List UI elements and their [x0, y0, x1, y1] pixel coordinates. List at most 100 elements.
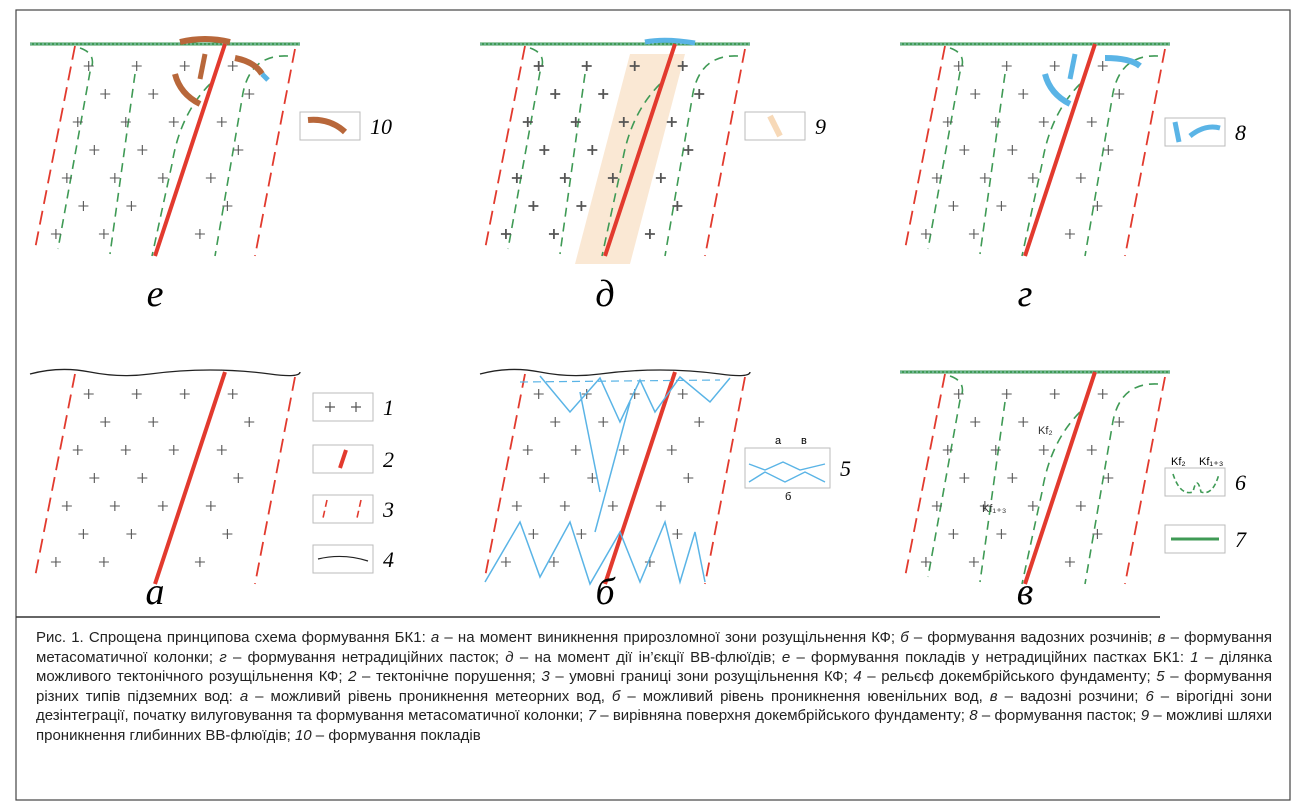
trap: [1070, 54, 1075, 79]
cross: [62, 501, 72, 511]
cross: [169, 117, 179, 127]
caption-text: в: [990, 688, 998, 705]
metasomatic-zone: [508, 48, 542, 249]
cross: [1018, 89, 1028, 99]
panel-label: г: [1018, 273, 1033, 315]
cross: [121, 445, 131, 455]
cross: [1114, 417, 1124, 427]
deposit: [200, 54, 205, 79]
panel-label: д: [595, 273, 614, 315]
cross: [1076, 173, 1086, 183]
caption-text: 5: [1156, 668, 1164, 685]
cross: [970, 89, 980, 99]
caption-text: 4: [853, 668, 861, 685]
cross: [667, 445, 677, 455]
water: [520, 380, 720, 382]
deposit: [235, 58, 262, 74]
panel: д: [480, 40, 750, 315]
cross: [656, 501, 666, 511]
cross: [571, 445, 581, 455]
cross: [132, 61, 142, 71]
cross: [645, 229, 655, 239]
cross: [121, 117, 131, 127]
zone-label: Kf₂: [1038, 425, 1053, 437]
cross: [550, 417, 560, 427]
legend-box: [313, 393, 373, 421]
cross: [991, 117, 1001, 127]
boundary: [1125, 377, 1165, 584]
cross: [244, 417, 254, 427]
boundary: [705, 377, 745, 584]
cross: [959, 145, 969, 155]
cross: [195, 229, 205, 239]
cross: [217, 117, 227, 127]
metasomatic-zone: [1085, 56, 1158, 256]
cross: [222, 201, 232, 211]
cross: [158, 173, 168, 183]
cross: [51, 557, 61, 567]
cross: [180, 389, 190, 399]
legend-sublabel: в: [801, 435, 807, 447]
cross: [233, 145, 243, 155]
cross: [694, 417, 704, 427]
metasomatic-zone: [928, 48, 962, 249]
cross: [608, 501, 618, 511]
cross: [980, 173, 990, 183]
fault: [155, 372, 225, 584]
cross: [582, 61, 592, 71]
caption-text: 8: [969, 707, 977, 724]
cross: [99, 229, 109, 239]
cross: [89, 145, 99, 155]
legend-sublabel: а: [775, 435, 782, 447]
legend-number: 5: [840, 456, 851, 481]
caption-text: – формування покладів: [312, 727, 481, 744]
legend-box: [1165, 468, 1225, 496]
cross: [598, 417, 608, 427]
caption-text: – рельєф докембрійського фундаменту;: [862, 668, 1157, 685]
cross: [550, 89, 560, 99]
legend-number: 2: [383, 447, 394, 472]
cross: [501, 557, 511, 567]
panel: б: [480, 369, 750, 613]
water: [580, 392, 630, 532]
cross: [1098, 61, 1108, 71]
cross: [244, 89, 254, 99]
cross: [222, 529, 232, 539]
caption-text: – умовні границі зони розущільнення КФ;: [550, 668, 854, 685]
legend-box: [313, 495, 373, 523]
caption-text: д: [505, 649, 513, 666]
panel: а: [30, 369, 300, 613]
panel: г: [900, 44, 1170, 315]
cross: [549, 229, 559, 239]
deposit: [180, 39, 230, 42]
cross: [195, 557, 205, 567]
panel-label: а: [146, 571, 165, 613]
caption-text: – тектонічне порушення;: [356, 668, 541, 685]
cross: [528, 201, 538, 211]
cross: [1002, 61, 1012, 71]
cross: [110, 173, 120, 183]
cross: [1018, 417, 1028, 427]
cross: [1087, 117, 1097, 127]
cross: [528, 529, 538, 539]
cross: [576, 529, 586, 539]
cross: [73, 445, 83, 455]
caption-text: Рис. 1. Спрощена принципова схема формув…: [36, 629, 431, 646]
legend-number: 6: [1235, 470, 1246, 495]
cross: [1007, 473, 1017, 483]
panel-label: в: [1017, 571, 1034, 613]
cross: [948, 529, 958, 539]
caption-text: а: [240, 688, 248, 705]
cross: [523, 445, 533, 455]
boundary: [705, 49, 745, 256]
fluid-path: [575, 54, 685, 264]
cross: [1076, 501, 1086, 511]
caption-text: – формування покладів у нетрадиційних па…: [790, 649, 1190, 666]
cross: [137, 145, 147, 155]
metasomatic-zone: [560, 74, 585, 254]
caption-text: – можливий рівень проникнення ювенільних…: [620, 688, 989, 705]
caption-text: 10: [295, 727, 312, 744]
panel-label: б: [595, 571, 616, 613]
cross: [100, 417, 110, 427]
legend-box: [300, 112, 360, 140]
